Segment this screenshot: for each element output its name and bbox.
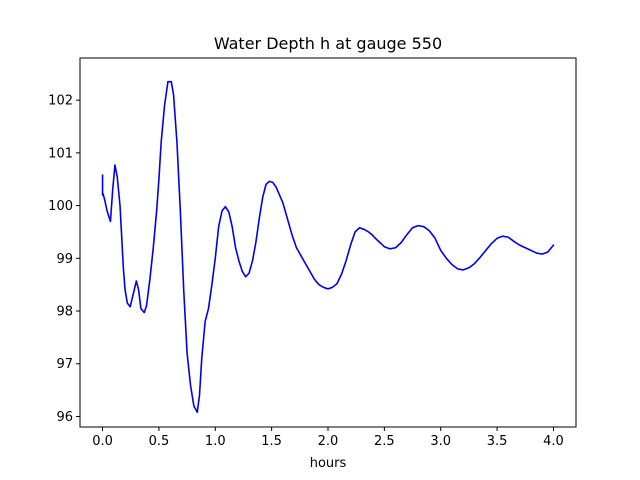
y-tick-label: 100: [48, 199, 73, 214]
x-tick-label: 1.0: [205, 434, 226, 449]
chart-title: Water Depth h at gauge 550: [214, 34, 442, 53]
x-tick-label: 3.5: [487, 434, 508, 449]
y-tick-label: 98: [56, 305, 73, 320]
x-axis-label: hours: [310, 456, 347, 471]
series-layer: [101, 80, 555, 414]
x-tick-label: 4.0: [543, 434, 564, 449]
y-tick-label: 99: [56, 252, 73, 267]
x-tick-label: 1.5: [261, 434, 282, 449]
series-line-0: [101, 80, 555, 414]
y-tick-label: 101: [48, 146, 73, 161]
x-tick-label: 0.5: [149, 434, 170, 449]
y-tick-label: 97: [56, 357, 73, 372]
x-tick-label: 0.0: [92, 434, 113, 449]
x-tick-label: 2.0: [318, 434, 339, 449]
y-tick-label: 96: [56, 410, 73, 425]
y-axis: 96 97 98 99 100 101 102: [48, 94, 80, 425]
x-axis: 0.0 0.5 1.0 1.5 2.0 2.5 3.0 3.5 4.0: [92, 427, 564, 449]
x-tick-label: 2.5: [374, 434, 395, 449]
y-tick-label: 102: [48, 94, 73, 109]
x-tick-label: 3.0: [430, 434, 451, 449]
